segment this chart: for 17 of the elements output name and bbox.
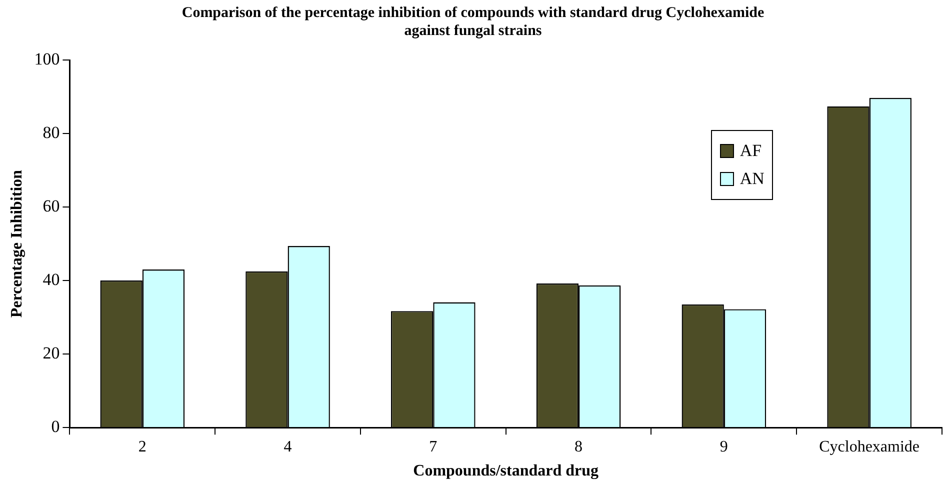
chart-title: Comparison of the percentage inhibition of compounds with standard drug Cyclohexamide against fungal strains bbox=[182, 4, 764, 39]
legend-label: AF bbox=[738, 140, 763, 162]
x-tick-label: 2 bbox=[138, 438, 146, 456]
x-tick-label: 9 bbox=[720, 438, 728, 456]
x-tick-label: Cyclohexamide bbox=[819, 438, 920, 456]
x-axis-title: Compounds/standard drug bbox=[413, 462, 599, 480]
x-tick-label: 8 bbox=[574, 438, 583, 456]
y-axis-title: Percentage Inhibition bbox=[8, 170, 26, 318]
y-tick-label: 60 bbox=[42, 196, 60, 216]
y-tick-label: 100 bbox=[34, 49, 60, 68]
y-tick-label: 80 bbox=[42, 122, 60, 142]
legend-label: AN bbox=[738, 168, 764, 190]
y-tick-label: 0 bbox=[51, 417, 60, 436]
y-tick-label: 40 bbox=[42, 270, 60, 290]
y-tick-label: 20 bbox=[42, 344, 60, 363]
x-tick-label: 7 bbox=[429, 438, 438, 456]
x-tick-label: 4 bbox=[284, 438, 292, 456]
